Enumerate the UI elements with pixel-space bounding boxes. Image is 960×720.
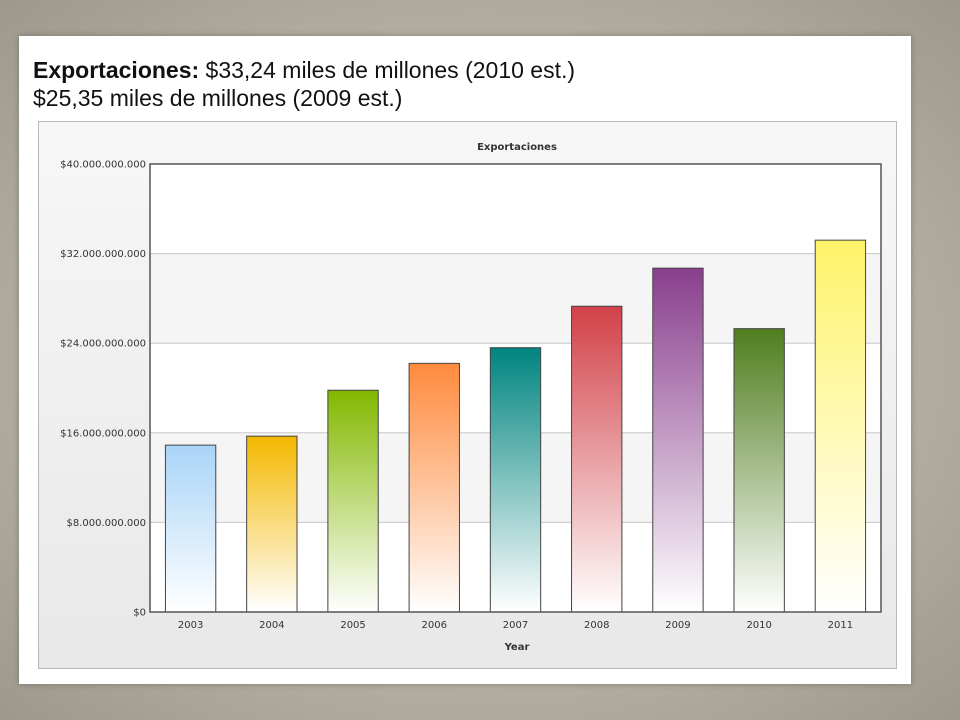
x-tick-label: 2006	[422, 620, 447, 631]
x-tick-label: 2003	[178, 620, 203, 631]
headline-label: Exportaciones:	[33, 57, 200, 83]
plot-frame	[149, 163, 882, 613]
bar-2006[interactable]	[408, 362, 460, 613]
bar-2004[interactable]	[246, 435, 298, 613]
x-tick-label: 2011	[828, 620, 853, 631]
y-tick-label: $8.000.000.000	[66, 518, 146, 529]
x-tick-label: 2010	[746, 620, 771, 631]
slide: Exportaciones: $33,24 miles de millones …	[19, 36, 911, 684]
y-tick-label: $16.000.000.000	[60, 428, 146, 439]
headline-line-2: $25,35 miles de millones (2009 est.)	[33, 85, 403, 111]
chart-title: Exportaciones	[477, 142, 557, 153]
bar-2008[interactable]	[571, 305, 623, 613]
chart-panel: Exportaciones $0 $8.000.000.000 $16.000.00…	[38, 121, 897, 669]
x-tick-label: 2004	[259, 620, 284, 631]
bar-2005[interactable]	[327, 389, 379, 613]
headline: Exportaciones: $33,24 miles de millones …	[33, 56, 575, 112]
bar-2009[interactable]	[652, 267, 704, 613]
y-tick-label: $24.000.000.000	[60, 339, 146, 350]
y-tick-label: $0	[133, 608, 146, 619]
x-tick-label: 2009	[665, 620, 690, 631]
bar-chart: Exportaciones $0 $8.000.000.000 $16.000.00…	[60, 142, 882, 653]
bar-2010[interactable]	[733, 328, 785, 613]
y-tick-label: $32.000.000.000	[60, 249, 146, 260]
headline-value-2010: $33,24 miles de millones (2010 est.)	[205, 57, 576, 83]
headline-line-1: Exportaciones: $33,24 miles de millones …	[33, 56, 575, 84]
x-axis-title: Year	[504, 642, 530, 653]
bar-2007[interactable]	[489, 347, 542, 613]
x-tick-label: 2005	[340, 620, 365, 631]
bar-2011[interactable]	[814, 239, 867, 613]
bar-2003[interactable]	[164, 444, 217, 613]
y-tick-label: $40.000.000.000	[60, 160, 146, 171]
plot-band	[150, 164, 881, 254]
x-tick-label: 2008	[584, 620, 609, 631]
x-tick-label: 2007	[503, 620, 528, 631]
